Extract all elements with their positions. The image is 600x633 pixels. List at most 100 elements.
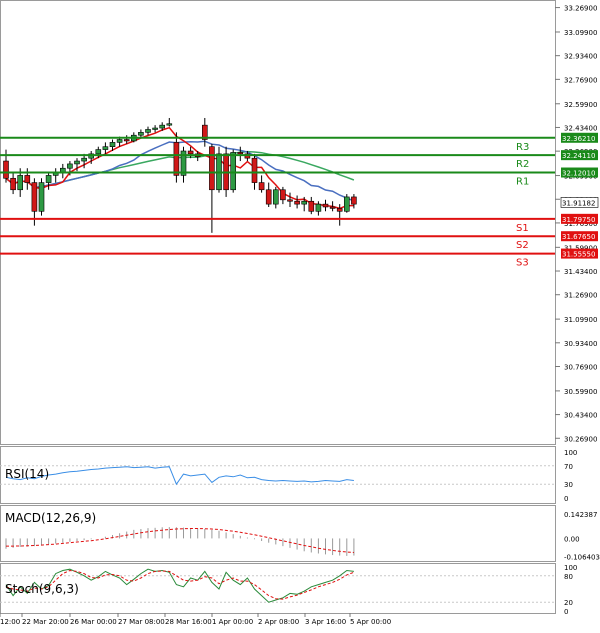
candle-body <box>280 189 286 201</box>
macd-tick-label: 0.142387 <box>564 511 597 519</box>
level-name-s3: S3 <box>516 258 529 269</box>
candle-body <box>152 127 158 130</box>
candle-body <box>109 142 116 147</box>
rsi-label: RSI(14) <box>5 467 49 481</box>
x-tick-label: 27 Mar 08:00 <box>118 618 165 626</box>
x-tick-label: 2 Apr 08:00 <box>258 618 299 626</box>
candle-body <box>74 160 80 165</box>
x-tick-label: 5 Apr 00:00 <box>350 618 391 626</box>
level-name-s1: S1 <box>516 223 529 234</box>
x-tick-label: 12:00 <box>0 618 20 626</box>
level-tag-s2 <box>561 231 598 242</box>
level-tag-label-s3: 31.55550 <box>562 251 595 259</box>
candle-body <box>173 142 180 176</box>
rsi-line <box>5 466 354 486</box>
price-tick-label: 33.09900 <box>564 29 597 37</box>
level-tag-label-r2: 32.24110 <box>562 152 595 160</box>
candle-body <box>265 189 272 205</box>
price-tick-label: 30.93400 <box>564 340 597 348</box>
candle-body <box>329 206 336 209</box>
candle-body <box>287 199 293 202</box>
price-tick-label: 32.43400 <box>564 124 597 132</box>
stoch-panel-frame <box>0 563 556 614</box>
candle-body <box>294 200 300 205</box>
level-tag-label-r3: 32.36210 <box>562 135 595 143</box>
ma-blue-line <box>5 140 355 202</box>
x-axis: 12:00 22 Mar 20:00 26 Mar 00:00 27 Mar 08:0… <box>0 613 391 626</box>
current-price-label: 31.91182 <box>562 199 595 207</box>
macd-panel: 0.142387 0.00 -0.106403 <box>5 511 600 562</box>
rsi-tick-label: 70 <box>564 463 573 471</box>
candle-body <box>95 149 102 155</box>
x-tick-label: 1 Apr 00:00 <box>212 618 253 626</box>
macd-panel-frame <box>0 505 556 562</box>
ma-red-line <box>5 126 354 210</box>
level-name-r2: R2 <box>516 159 529 170</box>
level-tag-s1 <box>561 213 598 224</box>
candle-body <box>315 203 322 212</box>
price-tick-label: 30.59900 <box>564 388 597 396</box>
candle-body <box>24 175 31 183</box>
candle-body <box>45 175 52 183</box>
price-tick-label: 31.09900 <box>564 316 597 324</box>
candle-body <box>237 152 244 155</box>
price-panel-frame <box>0 0 556 445</box>
price-tick-label: 32.93400 <box>564 53 597 61</box>
rsi-panel: 100 70 30 0 <box>0 449 577 503</box>
level-name-r3: R3 <box>516 142 529 153</box>
level-tag-label-s2: 31.67650 <box>562 233 595 241</box>
ma-green-line <box>5 150 355 189</box>
candle-body <box>17 175 24 191</box>
rsi-tick-label: 100 <box>564 449 577 457</box>
candle-body <box>116 139 123 143</box>
candle-body <box>322 203 329 208</box>
price-tick-label: 32.76900 <box>564 76 597 84</box>
x-tick-label: 28 Mar 16:00 <box>165 618 212 626</box>
candle-body <box>10 177 16 191</box>
candle-body <box>343 196 350 212</box>
stoch-tick-label: 0 <box>564 608 568 616</box>
candle-body <box>308 200 315 212</box>
price-panel: 33.26900 33.09900 32.93400 32.76900 32.59900… <box>0 5 599 443</box>
rsi-tick-label: 0 <box>564 495 568 503</box>
candle-body <box>138 132 144 136</box>
level-tag-r2 <box>561 150 598 161</box>
candle-body <box>102 146 109 150</box>
price-tick-label: 33.26900 <box>564 5 597 13</box>
current-price-tag <box>560 197 599 208</box>
candle-body <box>187 150 194 155</box>
candle-body <box>31 182 38 212</box>
rsi-tick-label: 30 <box>564 481 573 489</box>
level-name-r1: R1 <box>516 177 529 188</box>
x-tick-label: 3 Apr 16:00 <box>305 618 346 626</box>
candle-body <box>3 160 9 179</box>
stoch-main-line <box>5 568 354 603</box>
candle-body <box>272 189 279 205</box>
level-tag-label-s1: 31.79750 <box>562 216 595 224</box>
candle-body <box>351 196 357 205</box>
stoch-signal-line <box>5 569 355 600</box>
price-tick-label: 30.76900 <box>564 363 597 371</box>
candle-body <box>258 182 265 191</box>
stoch-label: Stoch(9,6,3) <box>5 582 79 596</box>
price-tick-label: 30.26900 <box>564 435 597 443</box>
price-tick-label: 30.43400 <box>564 412 597 420</box>
macd-tick-label: 0.00 <box>564 535 580 543</box>
x-tick-label: 22 Mar 20:00 <box>22 618 69 626</box>
candle-body <box>123 139 130 142</box>
candle-body <box>38 182 45 212</box>
level-tag-r1 <box>561 167 598 178</box>
candle-body <box>202 124 208 140</box>
price-tick-label: 31.76900 <box>564 220 597 228</box>
candle-body <box>166 123 173 126</box>
candle-body <box>159 124 165 129</box>
candle-body <box>336 208 343 212</box>
price-tick-label: 32.59900 <box>564 101 597 109</box>
candle-body <box>301 200 308 205</box>
candle-body <box>81 157 87 162</box>
candle-body <box>145 129 151 133</box>
candle-body <box>251 157 258 183</box>
